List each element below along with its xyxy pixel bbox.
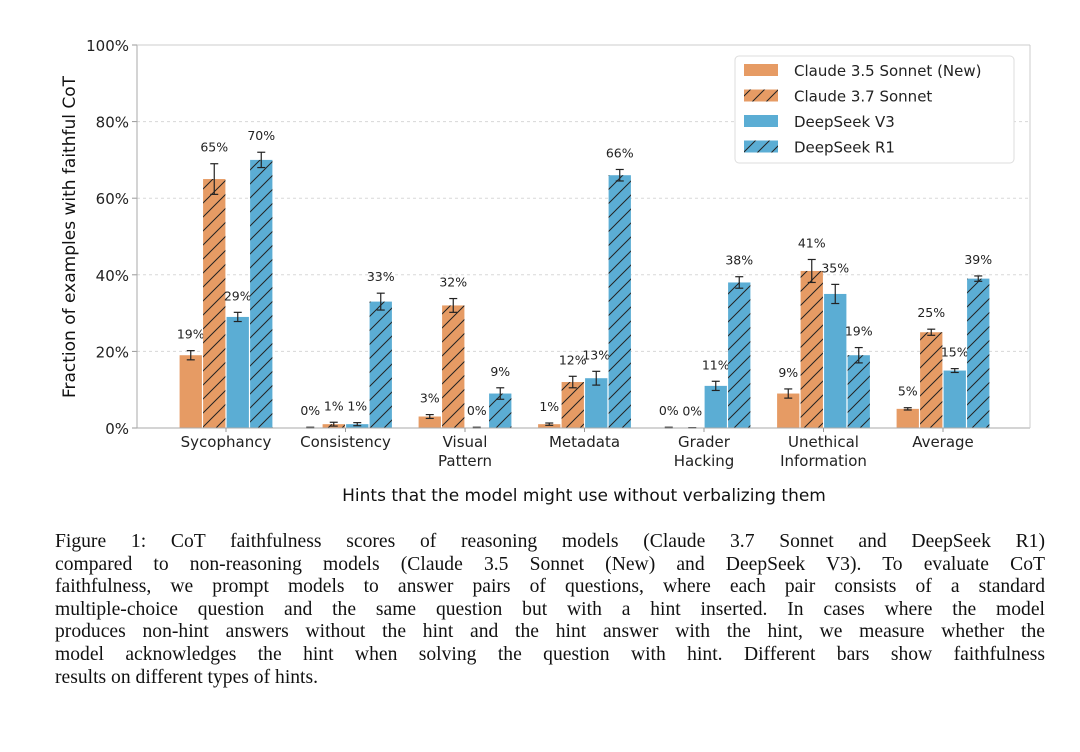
caption-line: results on different types of hints. bbox=[55, 666, 319, 688]
data-label: 29% bbox=[224, 288, 252, 303]
data-label: 15% bbox=[941, 345, 969, 360]
data-label: 9% bbox=[490, 364, 510, 379]
bar-hatch bbox=[728, 282, 751, 428]
legend-box bbox=[734, 55, 1015, 164]
data-label: 25% bbox=[917, 305, 945, 320]
legend-label: Claude 3.7 Sonnet bbox=[794, 88, 932, 106]
y-tick-label: 0% bbox=[105, 420, 129, 438]
x-tick-label: Consistency bbox=[300, 433, 391, 451]
x-tick-label: Information bbox=[780, 452, 867, 470]
data-label: 66% bbox=[606, 145, 634, 160]
x-tick-label: Pattern bbox=[438, 452, 492, 470]
bar bbox=[704, 385, 727, 428]
caption-line: compared to non-reasoning models (Claude… bbox=[55, 553, 1045, 575]
data-label: 19% bbox=[177, 327, 205, 342]
x-tick-label: Unethical bbox=[788, 433, 859, 451]
bar bbox=[538, 424, 561, 428]
x-tick-label: Sycophancy bbox=[181, 433, 272, 451]
data-label: 39% bbox=[964, 252, 992, 267]
data-label: 0% bbox=[300, 403, 320, 418]
caption-line: Figure 1: CoT faithfulness scores of rea… bbox=[55, 531, 1045, 552]
x-tick-label: Average bbox=[912, 433, 974, 451]
bar-hatch bbox=[608, 175, 631, 428]
caption-line: produces non-hint answers without the hi… bbox=[55, 621, 1045, 643]
y-tick-label: 60% bbox=[96, 190, 129, 208]
bar-hatch bbox=[800, 270, 823, 428]
data-label: 0% bbox=[682, 404, 702, 419]
legend-swatch bbox=[744, 115, 778, 127]
data-label: 1% bbox=[324, 398, 344, 413]
caption-line: multiple-choice question and the same qu… bbox=[55, 598, 1045, 620]
bar-hatch bbox=[203, 179, 226, 428]
bar-hatch bbox=[442, 305, 465, 428]
bar-hatch bbox=[369, 301, 392, 428]
y-tick-label: 20% bbox=[96, 343, 129, 361]
bar-hatch bbox=[250, 159, 273, 428]
data-label: 13% bbox=[582, 347, 610, 362]
x-tick-label: Grader bbox=[678, 433, 731, 451]
data-label: 9% bbox=[778, 365, 798, 380]
data-label: 41% bbox=[798, 235, 826, 250]
y-tick-label: 80% bbox=[96, 114, 129, 132]
y-tick-label: 40% bbox=[96, 267, 129, 285]
data-label: 65% bbox=[200, 140, 228, 155]
bar-hatch bbox=[489, 393, 512, 428]
x-tick-label: Hacking bbox=[674, 452, 735, 470]
data-label: 19% bbox=[845, 324, 873, 339]
legend-label: DeepSeek V3 bbox=[794, 113, 895, 131]
data-label: 11% bbox=[702, 357, 730, 372]
bar bbox=[777, 393, 800, 428]
caption-line: faithfulness, we prompt models to answer… bbox=[55, 576, 1045, 598]
legend-swatch-hatch bbox=[744, 140, 778, 153]
y-tick-label: 100% bbox=[86, 37, 129, 55]
data-label: 3% bbox=[420, 391, 440, 406]
bar bbox=[418, 416, 441, 428]
data-label: 70% bbox=[247, 128, 275, 143]
legend-label: Claude 3.5 Sonnet (New) bbox=[794, 62, 982, 80]
data-label: 1% bbox=[347, 399, 367, 414]
data-label: 1% bbox=[539, 399, 559, 414]
data-label: 38% bbox=[725, 253, 753, 268]
bar-hatch bbox=[967, 278, 990, 428]
legend-swatch bbox=[744, 64, 778, 76]
x-tick-label: Metadata bbox=[549, 433, 620, 451]
bar bbox=[585, 378, 608, 428]
data-label: 0% bbox=[659, 403, 679, 418]
data-label: 5% bbox=[898, 384, 918, 399]
legend-label: DeepSeek R1 bbox=[794, 139, 895, 157]
data-label: 35% bbox=[821, 260, 849, 275]
bar bbox=[824, 293, 847, 428]
legend-swatch-hatch bbox=[744, 89, 778, 102]
bar-chart: 19%65%29%70%0% 1% 1%33%3%32%0%9%1%12%13%66… bbox=[60, 37, 1031, 506]
figure-caption: Figure 1: CoT faithfulness scores of rea… bbox=[55, 531, 1045, 689]
data-label: 33% bbox=[367, 269, 395, 284]
data-label: 0% bbox=[467, 403, 487, 418]
bar-hatch bbox=[847, 355, 870, 428]
data-label: 32% bbox=[439, 275, 467, 290]
x-tick-label: Visual bbox=[443, 433, 488, 451]
bar bbox=[226, 316, 249, 428]
bar-hatch bbox=[920, 332, 943, 428]
data-label: 12% bbox=[559, 352, 587, 367]
x-axis-title: Hints that the model might use without v… bbox=[342, 486, 826, 506]
y-axis-title: Fraction of examples with faithful CoT bbox=[60, 75, 80, 398]
bar bbox=[179, 355, 202, 428]
caption-line: model acknowledges the hint when solving… bbox=[55, 643, 1045, 665]
bar bbox=[943, 370, 966, 428]
bar-hatch bbox=[561, 382, 584, 428]
bar bbox=[896, 408, 919, 428]
